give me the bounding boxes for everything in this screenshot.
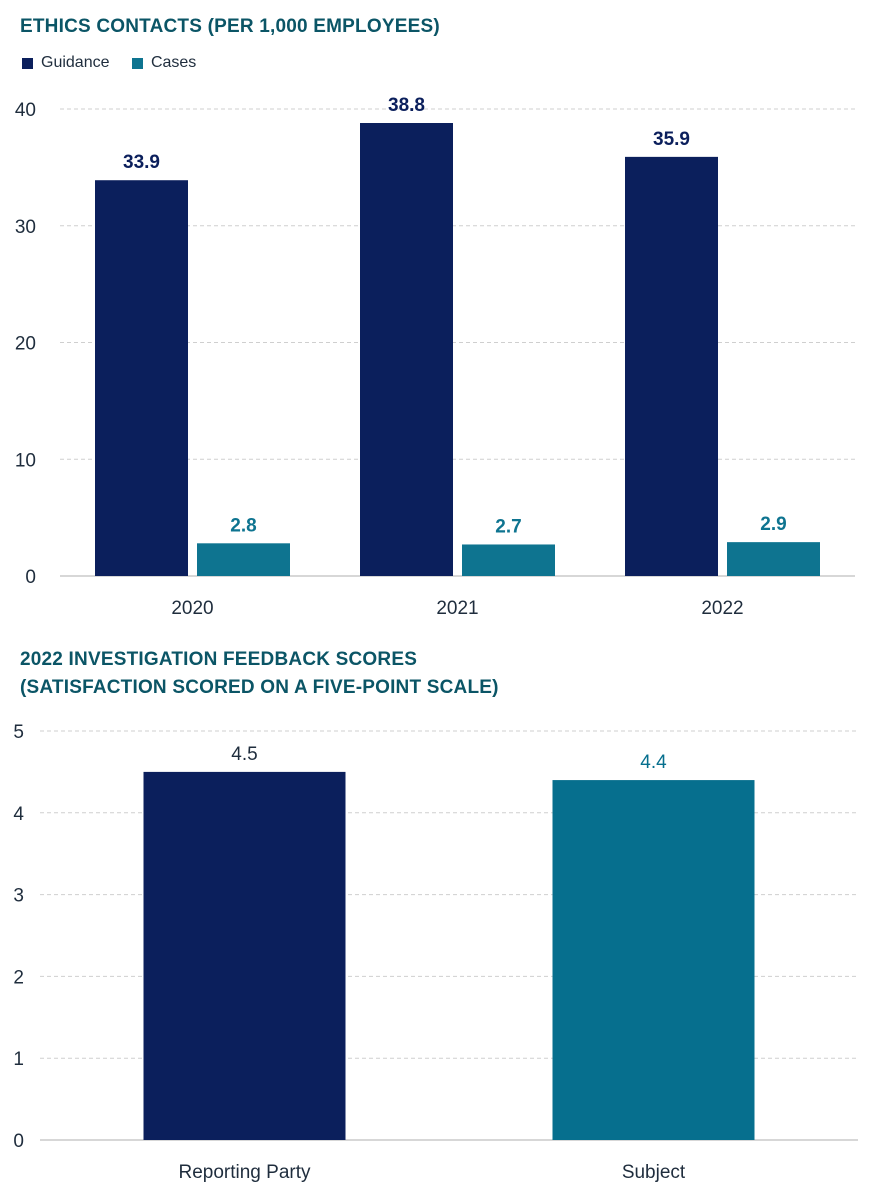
- y-tick-label: 1: [13, 1049, 24, 1070]
- legend-item-guidance: Guidance: [22, 54, 110, 72]
- data-label-cases-2020: 2.8: [230, 515, 256, 536]
- data-label-guidance-2021: 38.8: [388, 95, 425, 116]
- y-tick-label: 30: [15, 217, 36, 238]
- bar-guidance-2021: [360, 123, 453, 576]
- data-label-cases-2021: 2.7: [495, 516, 521, 537]
- data-label-guidance-2020: 33.9: [123, 152, 160, 173]
- y-tick-label: 0: [25, 567, 36, 588]
- x-category-label: Reporting Party: [178, 1162, 311, 1183]
- data-label-cases-2022: 2.9: [760, 514, 786, 535]
- chart2-title-line1: 2022 INVESTIGATION FEEDBACK SCORES: [20, 649, 418, 670]
- data-label-subject: 4.4: [640, 752, 667, 773]
- legend-swatch-cases: [131, 57, 143, 69]
- chart1-legend: Guidance Cases: [22, 54, 214, 74]
- chart1-title: ETHICS CONTACTS (PER 1,000 EMPLOYEES): [20, 16, 440, 37]
- legend-item-cases: Cases: [131, 54, 197, 72]
- chart2-title-line2: (SATISFACTION SCORED ON A FIVE-POINT SCA…: [20, 677, 499, 698]
- bar-cases-2022: [727, 542, 820, 576]
- bar-guidance-2020: [95, 180, 188, 576]
- bar-cases-2021: [462, 544, 555, 576]
- x-category-label: 2020: [171, 598, 213, 619]
- y-tick-label: 4: [13, 804, 24, 825]
- chart1-plot: 0 10 20 30 40 33.9 2.8 2020 38.8 2.7 2021 35.9 2.9 20…: [15, 95, 855, 619]
- bar-guidance-2022: [625, 156, 718, 576]
- legend-label-guidance: Guidance: [41, 54, 110, 71]
- y-tick-label: 20: [15, 334, 36, 355]
- legend-label-cases: Cases: [150, 54, 197, 71]
- bar-reporting-party: [143, 771, 346, 1140]
- x-category-label: 2021: [436, 598, 478, 619]
- data-label-guidance-2022: 35.9: [653, 129, 690, 150]
- y-tick-label: 3: [13, 886, 24, 907]
- y-tick-label: 2: [13, 967, 24, 988]
- y-tick-label: 10: [15, 450, 36, 471]
- y-tick-label: 0: [13, 1131, 24, 1152]
- x-category-label: Subject: [622, 1162, 686, 1183]
- y-tick-label: 40: [15, 100, 36, 121]
- x-category-label: 2022: [701, 598, 743, 619]
- legend-swatch-guidance: [22, 57, 33, 69]
- bar-subject: [552, 780, 755, 1140]
- data-label-reporting-party: 4.5: [231, 744, 257, 765]
- bar-cases-2020: [197, 543, 290, 576]
- y-tick-label: 5: [13, 722, 24, 743]
